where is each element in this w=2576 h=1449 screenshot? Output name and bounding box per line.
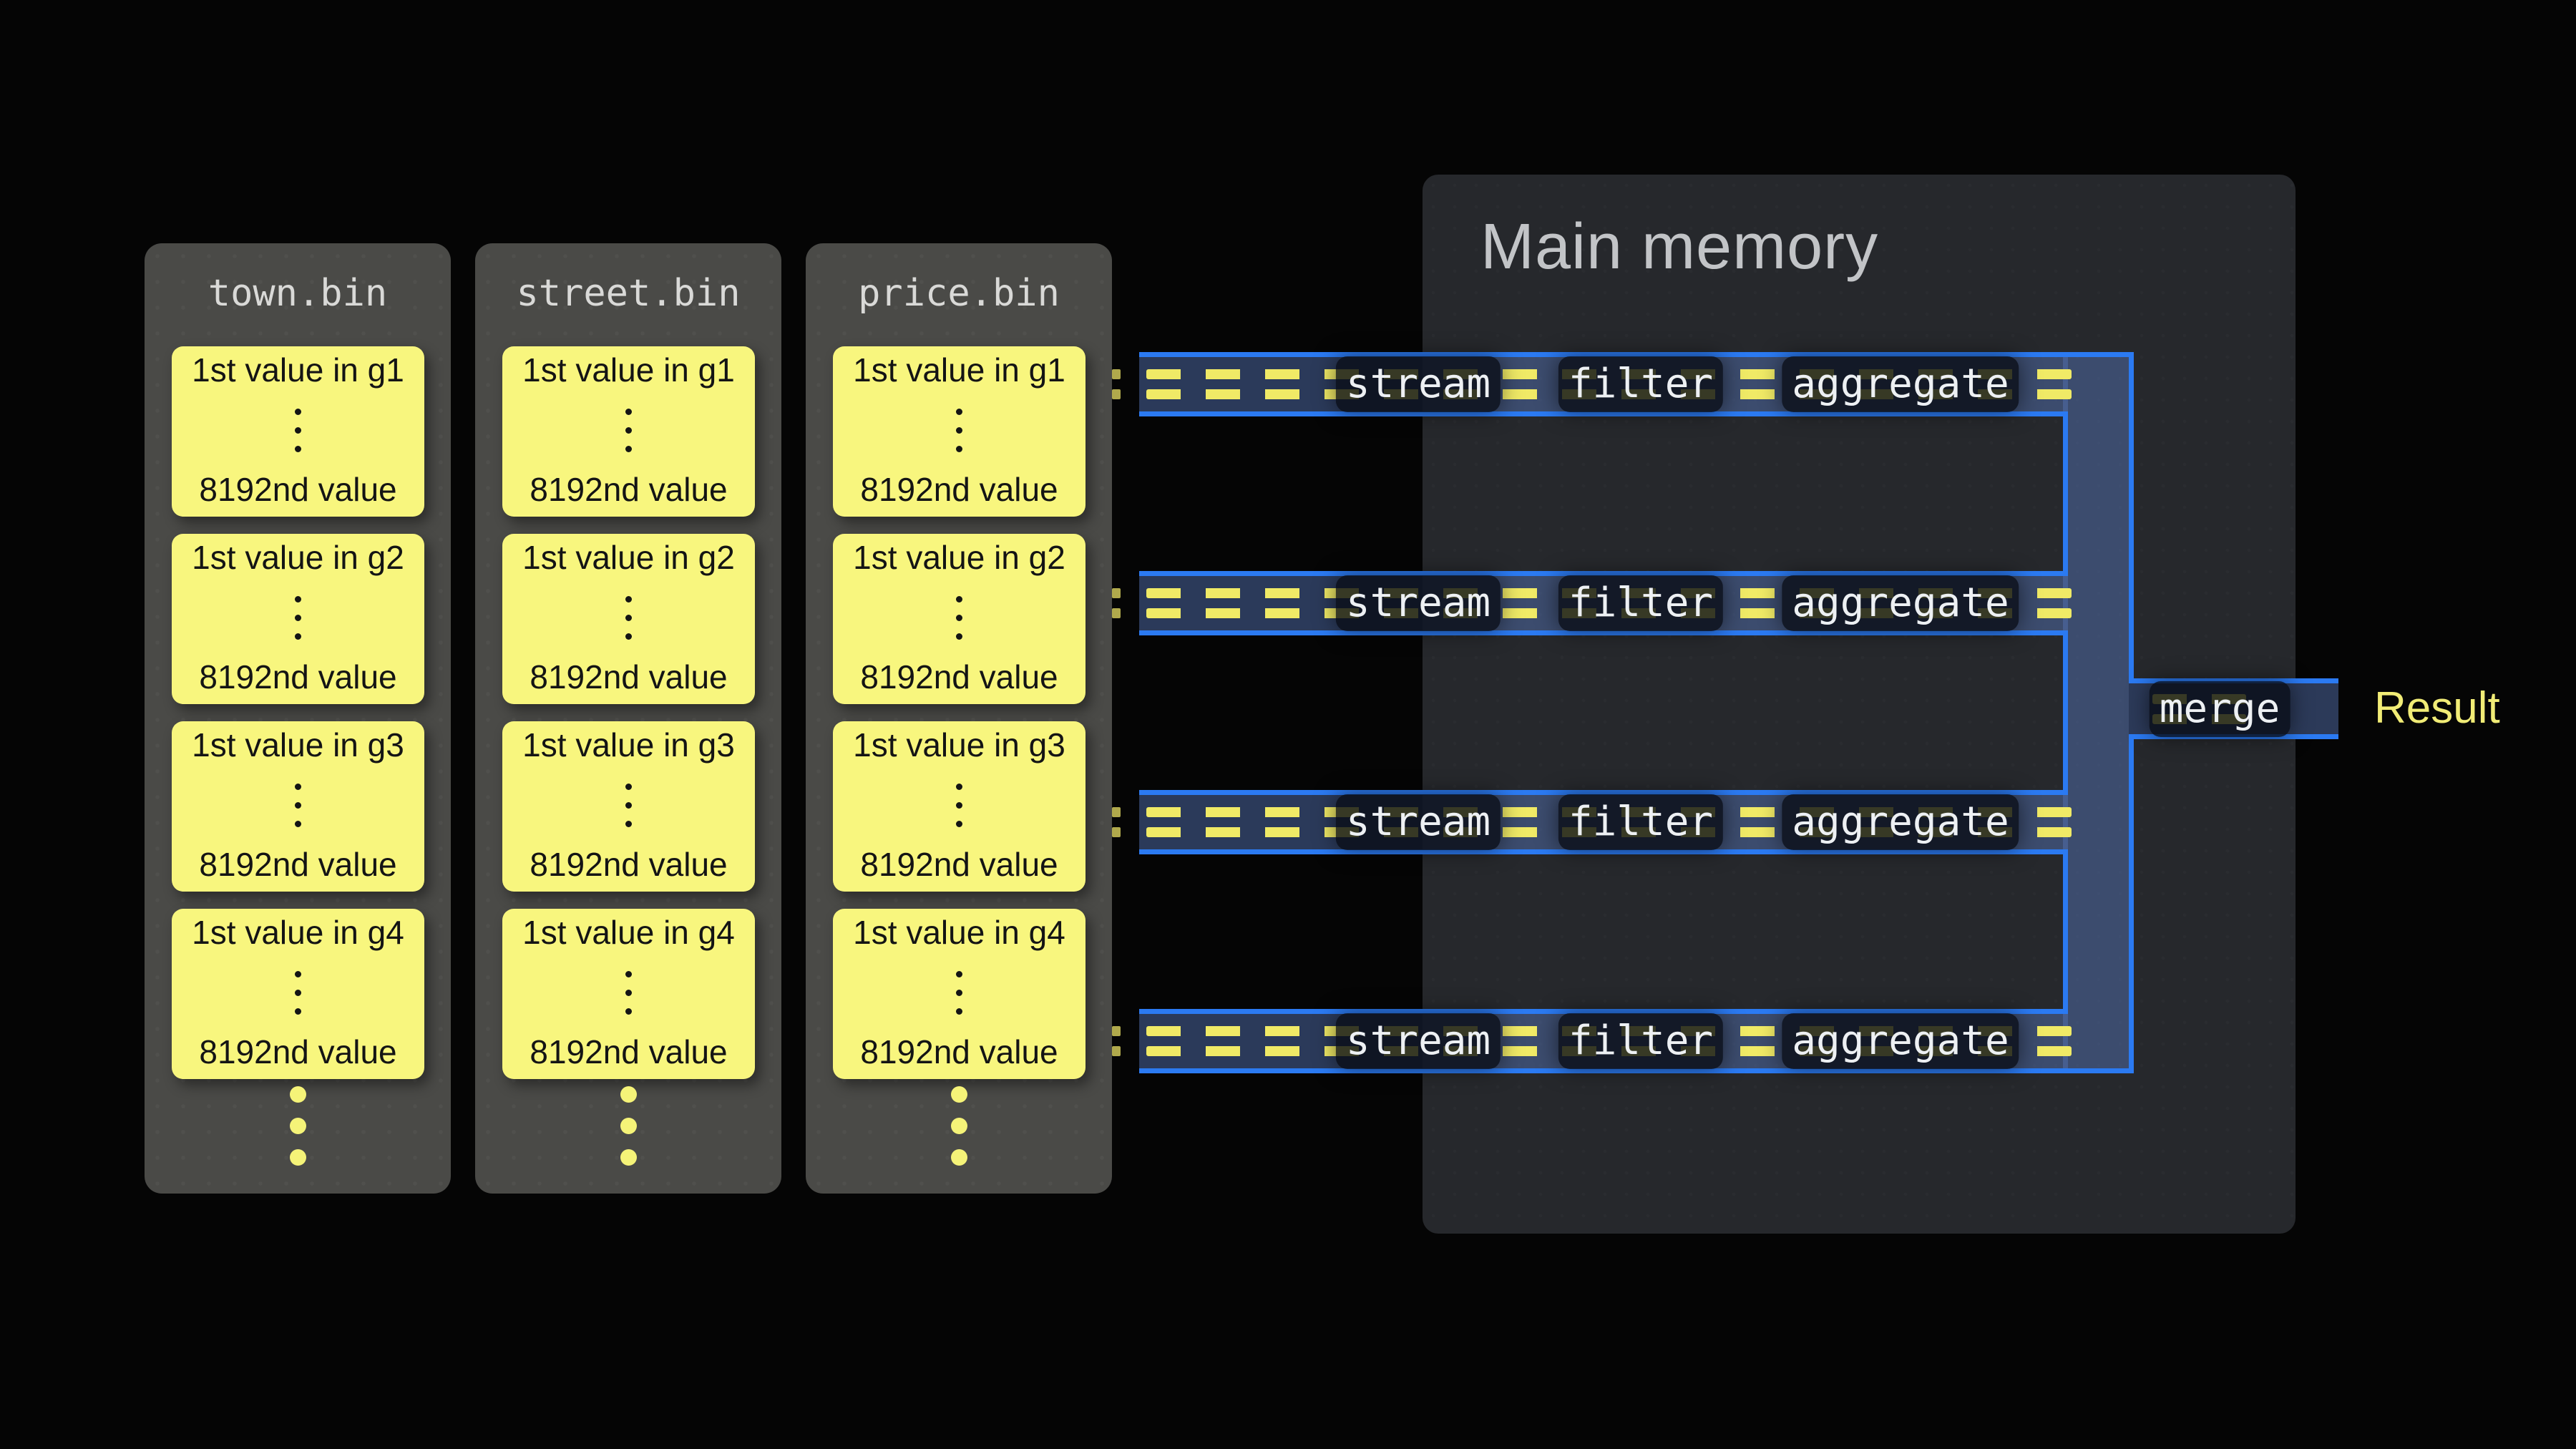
data-flow-equals-icon: [1112, 807, 1121, 837]
cell-first-value-label: 1st value in g3: [522, 726, 735, 763]
stage-badge-filter: filter: [1558, 356, 1724, 412]
stage-badge-stream: stream: [1335, 356, 1501, 412]
cell-last-value-label: 8192nd value: [530, 658, 728, 696]
stage-badge-stream: stream: [1335, 575, 1501, 631]
vertical-ellipsis-icon: [956, 595, 962, 640]
vertical-ellipsis-icon: [625, 970, 632, 1015]
cell-first-value-label: 1st value in g4: [192, 914, 404, 951]
cell-first-value-label: 1st value in g4: [853, 914, 1065, 951]
merge-output-pipe: merge: [2129, 678, 2338, 739]
cell-first-value-label: 1st value in g1: [522, 351, 735, 389]
cell-last-value-label: 8192nd value: [199, 1033, 397, 1071]
merge-bus-border: [2063, 352, 2134, 357]
stage-badge-aggregate: aggregate: [1782, 1013, 2019, 1069]
vertical-ellipsis-icon: [295, 408, 301, 452]
result-label: Result: [2374, 683, 2500, 733]
cell-last-value-label: 8192nd value: [530, 846, 728, 884]
cell-first-value-label: 1st value in g2: [192, 539, 404, 576]
vertical-ellipsis-icon: [625, 408, 632, 452]
row-group-cell: 1st value in g2 8192nd value: [172, 534, 424, 704]
merge-bus-border: [2063, 416, 2068, 571]
cell-last-value-label: 8192nd value: [530, 1033, 728, 1071]
cell-last-value-label: 8192nd value: [199, 846, 397, 884]
merge-bus-border: [2063, 1068, 2134, 1073]
vertical-ellipsis-icon: [625, 595, 632, 640]
stage-badge-filter: filter: [1558, 575, 1724, 631]
row-group-cell: 1st value in g4 8192nd value: [833, 909, 1085, 1079]
cell-first-value-label: 1st value in g1: [192, 351, 404, 389]
vertical-ellipsis-icon: [625, 783, 632, 827]
more-groups-ellipsis-icon: [475, 1086, 781, 1166]
vertical-ellipsis-icon: [295, 783, 301, 827]
pipeline-row-3: stream filter aggregate: [1112, 790, 2072, 854]
file-title: town.bin: [208, 272, 388, 315]
cell-last-value-label: 8192nd value: [530, 471, 728, 509]
stage-badge-merge: merge: [2149, 680, 2290, 737]
vertical-ellipsis-icon: [295, 595, 301, 640]
stage-badge-aggregate: aggregate: [1782, 356, 2019, 412]
row-group-cell: 1st value in g4 8192nd value: [172, 909, 424, 1079]
stage-badge-aggregate: aggregate: [1782, 794, 2019, 850]
cell-first-value-label: 1st value in g3: [853, 726, 1065, 763]
cell-first-value-label: 1st value in g2: [853, 539, 1065, 576]
cell-first-value-label: 1st value in g1: [853, 351, 1065, 389]
cell-last-value-label: 8192nd value: [199, 471, 397, 509]
row-group-cell: 1st value in g1 8192nd value: [172, 346, 424, 517]
row-group-cell: 1st value in g3 8192nd value: [172, 721, 424, 892]
stage-badge-stream: stream: [1335, 794, 1501, 850]
vertical-ellipsis-icon: [956, 783, 962, 827]
stage-badge-filter: filter: [1558, 1013, 1724, 1069]
file-box-street: street.bin 1st value in g1 8192nd value …: [475, 243, 781, 1194]
data-flow-equals-icon: [1112, 369, 1121, 399]
merge-bus: [2063, 352, 2134, 1073]
row-group-cell: 1st value in g3 8192nd value: [502, 721, 755, 892]
row-group-cell: 1st value in g1 8192nd value: [833, 346, 1085, 517]
pipeline-row-4: stream filter aggregate: [1112, 1009, 2072, 1073]
cell-last-value-label: 8192nd value: [199, 658, 397, 696]
pipeline-row-1: stream filter aggregate: [1112, 352, 2072, 416]
file-title: street.bin: [516, 272, 741, 315]
vertical-ellipsis-icon: [956, 408, 962, 452]
cell-first-value-label: 1st value in g3: [192, 726, 404, 763]
row-group-cell: 1st value in g4 8192nd value: [502, 909, 755, 1079]
file-title: price.bin: [858, 272, 1060, 315]
row-group-cell: 1st value in g2 8192nd value: [833, 534, 1085, 704]
file-box-town: town.bin 1st value in g1 8192nd value 1s…: [145, 243, 451, 1194]
cell-first-value-label: 1st value in g4: [522, 914, 735, 951]
vertical-ellipsis-icon: [956, 970, 962, 1015]
main-memory-title: Main memory: [1480, 211, 1879, 283]
cell-first-value-label: 1st value in g2: [522, 539, 735, 576]
stage-badge-filter: filter: [1558, 794, 1724, 850]
cell-last-value-label: 8192nd value: [860, 471, 1058, 509]
more-groups-ellipsis-icon: [145, 1086, 451, 1166]
cell-last-value-label: 8192nd value: [860, 846, 1058, 884]
data-flow-equals-icon: [1112, 1026, 1121, 1056]
row-group-cell: 1st value in g1 8192nd value: [502, 346, 755, 517]
cell-last-value-label: 8192nd value: [860, 658, 1058, 696]
merge-bus-border: [2063, 635, 2068, 790]
stage-badge-stream: stream: [1335, 1013, 1501, 1069]
row-group-cell: 1st value in g2 8192nd value: [502, 534, 755, 704]
cell-last-value-label: 8192nd value: [860, 1033, 1058, 1071]
pipeline-row-2: stream filter aggregate: [1112, 571, 2072, 635]
row-group-cell: 1st value in g3 8192nd value: [833, 721, 1085, 892]
more-groups-ellipsis-icon: [806, 1086, 1112, 1166]
data-flow-equals-icon: [1112, 588, 1121, 618]
file-box-price: price.bin 1st value in g1 8192nd value 1…: [806, 243, 1112, 1194]
vertical-ellipsis-icon: [295, 970, 301, 1015]
stage-badge-aggregate: aggregate: [1782, 575, 2019, 631]
merge-bus-border: [2063, 854, 2068, 1009]
